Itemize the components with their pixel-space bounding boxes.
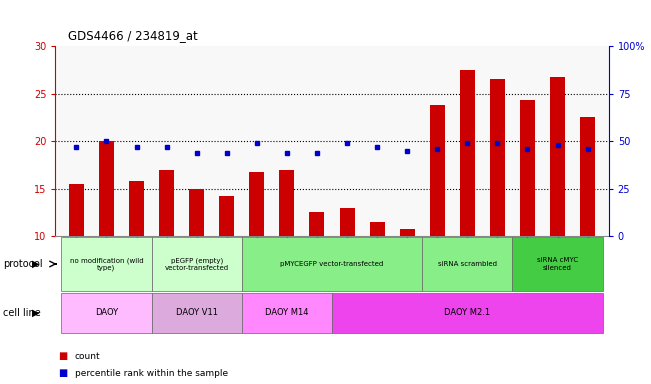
Text: no modification (wild
type): no modification (wild type) — [70, 257, 143, 271]
Text: siRNA scrambled: siRNA scrambled — [438, 261, 497, 267]
Bar — [242, 293, 332, 333]
Text: ▶: ▶ — [32, 259, 40, 269]
Bar — [61, 293, 152, 333]
Text: pEGFP (empty)
vector-transfected: pEGFP (empty) vector-transfected — [165, 257, 229, 271]
Bar — [249, 172, 264, 236]
Text: cell line: cell line — [3, 308, 41, 318]
Bar — [129, 181, 144, 236]
Bar — [422, 237, 512, 291]
Text: ■: ■ — [59, 368, 68, 378]
Text: siRNA cMYC
silenced: siRNA cMYC silenced — [537, 258, 578, 270]
Text: DAOY M14: DAOY M14 — [265, 308, 309, 318]
Text: ■: ■ — [59, 351, 68, 361]
Text: DAOY M2.1: DAOY M2.1 — [444, 308, 490, 318]
Bar — [550, 78, 565, 236]
Bar — [309, 212, 324, 236]
Bar — [332, 293, 603, 333]
Text: pMYCEGFP vector-transfected: pMYCEGFP vector-transfected — [281, 261, 383, 267]
Text: count: count — [75, 352, 100, 361]
Bar — [99, 141, 114, 236]
Bar — [219, 196, 234, 236]
Bar — [512, 237, 603, 291]
Bar — [340, 208, 355, 236]
Text: protocol: protocol — [3, 259, 43, 269]
Bar — [370, 222, 385, 236]
Bar — [189, 189, 204, 236]
Text: ▶: ▶ — [32, 308, 40, 318]
Text: percentile rank within the sample: percentile rank within the sample — [75, 369, 228, 378]
Bar — [242, 237, 422, 291]
Text: DAOY: DAOY — [95, 308, 118, 318]
Text: GDS4466 / 234819_at: GDS4466 / 234819_at — [68, 29, 198, 42]
Bar — [400, 228, 415, 236]
Bar — [159, 170, 174, 236]
Bar — [69, 184, 84, 236]
Text: DAOY V11: DAOY V11 — [176, 308, 217, 318]
Bar — [61, 237, 152, 291]
Bar — [279, 170, 294, 236]
Bar — [580, 118, 595, 236]
Bar — [152, 293, 242, 333]
Bar — [490, 79, 505, 236]
Bar — [460, 70, 475, 236]
Bar — [520, 100, 535, 236]
Bar — [430, 105, 445, 236]
Bar — [152, 237, 242, 291]
